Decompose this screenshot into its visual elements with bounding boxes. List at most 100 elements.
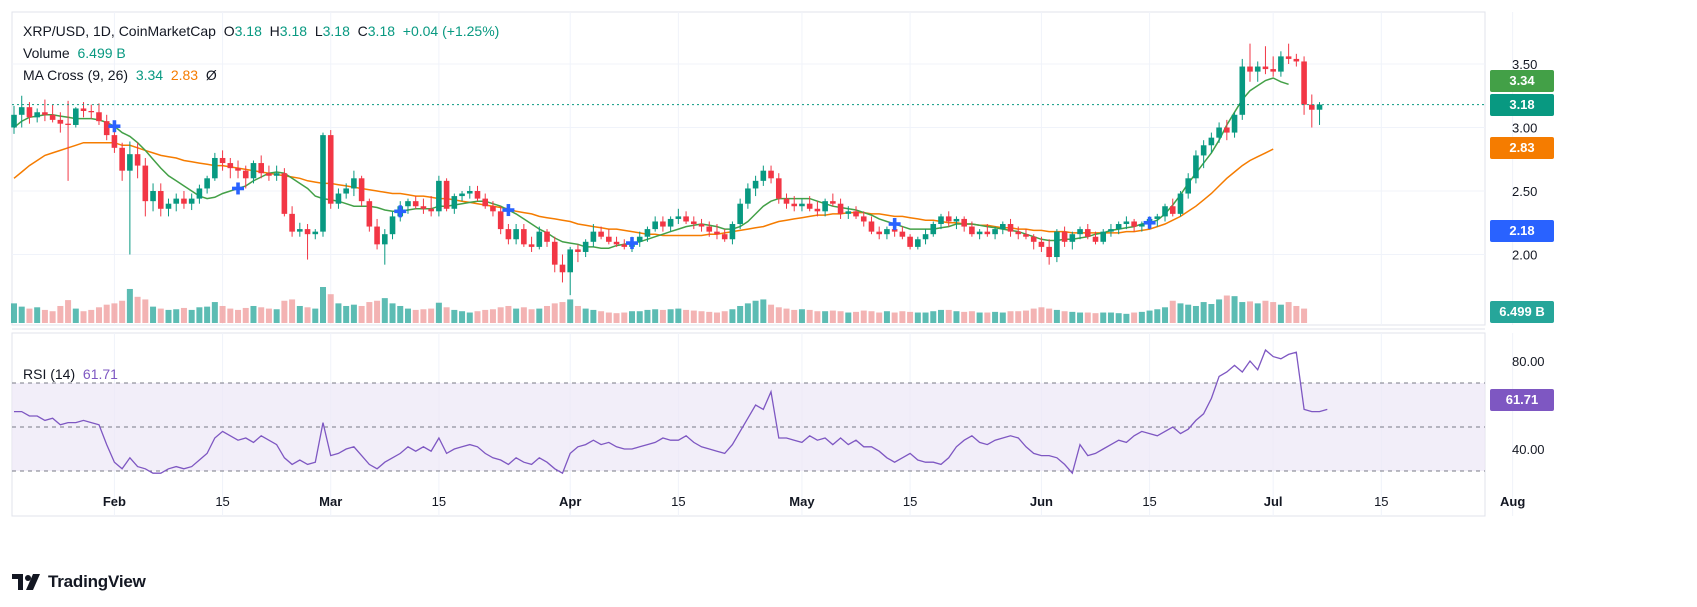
- volume-bar: [188, 309, 195, 323]
- volume-bar: [675, 308, 682, 323]
- tradingview-logo[interactable]: TradingView: [12, 572, 146, 592]
- candle-body: [938, 216, 944, 225]
- ma-cross-marker: [232, 182, 245, 195]
- volume-bar: [312, 308, 319, 323]
- candle: [1177, 191, 1184, 217]
- candle: [73, 107, 79, 128]
- candle-body: [760, 170, 767, 181]
- candle-body: [289, 213, 295, 232]
- volume-bar: [883, 311, 890, 323]
- volume-bar: [235, 309, 242, 323]
- candle-body: [1084, 229, 1091, 237]
- candle: [691, 216, 697, 230]
- candle-body: [266, 173, 272, 176]
- candle-body: [528, 244, 535, 247]
- time-tick-label: Jul: [1264, 494, 1283, 509]
- volume-bar: [1146, 310, 1153, 323]
- candle-body: [80, 108, 87, 111]
- volume-bar: [119, 300, 126, 323]
- volume-bar: [806, 309, 813, 323]
- volume-bar: [428, 308, 435, 323]
- candle-body: [103, 121, 110, 136]
- candle-body: [783, 198, 790, 204]
- candle-body: [1054, 231, 1060, 258]
- candle-body: [1108, 229, 1114, 232]
- candle-body: [65, 123, 71, 125]
- candle-body: [281, 173, 288, 214]
- candle-body: [1061, 231, 1068, 242]
- candle: [1023, 229, 1029, 240]
- candle-body: [26, 107, 33, 118]
- candle-body: [1293, 58, 1300, 62]
- candle-body: [582, 241, 589, 252]
- volume-bar: [822, 311, 829, 323]
- candle-body: [1115, 224, 1122, 230]
- candle: [660, 216, 666, 232]
- volume-bar: [1154, 309, 1161, 323]
- candle: [1115, 221, 1122, 235]
- volume-bar: [968, 311, 975, 323]
- volume-bar: [273, 309, 280, 323]
- candle: [1084, 224, 1091, 240]
- candle: [1000, 221, 1006, 235]
- volume-bar: [659, 309, 666, 323]
- candle-body: [1278, 56, 1284, 72]
- candle: [11, 105, 17, 134]
- volume-bar: [891, 312, 898, 323]
- candle-body: [382, 234, 388, 245]
- time-tick-label: 15: [1142, 494, 1156, 509]
- ma-legend: MA Cross (9, 26) 3.34 2.83 Ø: [23, 66, 217, 84]
- volume-bar: [938, 309, 944, 323]
- candle: [799, 198, 805, 212]
- candle: [165, 198, 172, 217]
- candle: [242, 165, 249, 189]
- candle: [845, 206, 852, 219]
- volume-bar: [582, 308, 589, 323]
- candle: [737, 198, 743, 230]
- volume-bar: [706, 311, 713, 323]
- candle-body: [157, 191, 164, 209]
- volume-bar: [1192, 305, 1199, 323]
- price-tick-label: 3.00: [1512, 121, 1537, 136]
- candle: [876, 226, 882, 240]
- candle: [775, 173, 782, 204]
- ma-slow-line: [13, 141, 1274, 237]
- candle: [297, 222, 303, 237]
- volume-bar: [536, 308, 543, 323]
- candle: [273, 165, 280, 181]
- candle: [513, 224, 519, 245]
- volume-bar: [103, 304, 110, 323]
- volume-bar: [984, 312, 991, 323]
- volume-bar: [505, 305, 512, 323]
- volume-bar: [150, 306, 157, 323]
- volume-bar: [590, 309, 597, 323]
- volume-bar: [1169, 300, 1176, 323]
- volume-bar: [258, 307, 265, 323]
- candle-body: [830, 201, 836, 204]
- candle-body: [868, 221, 875, 232]
- candle-body: [1262, 66, 1269, 70]
- candle: [752, 175, 759, 197]
- candle: [312, 229, 319, 240]
- volume-bar: [868, 311, 875, 323]
- candle: [34, 108, 40, 123]
- candle-body: [575, 249, 581, 252]
- candle: [219, 150, 226, 171]
- candle: [1123, 216, 1130, 230]
- candle-body: [219, 157, 226, 164]
- volume-bar: [713, 312, 720, 323]
- volume-bar: [1185, 304, 1192, 323]
- candle-body: [853, 211, 859, 217]
- volume-bar: [474, 311, 481, 323]
- time-tick-label: Aug: [1500, 494, 1525, 509]
- volume-bar: [690, 310, 697, 323]
- candle-body: [698, 224, 705, 227]
- candle-body: [590, 231, 597, 242]
- volume-bar: [1301, 308, 1308, 323]
- volume-bar: [1084, 312, 1091, 323]
- candle-body: [482, 198, 489, 207]
- volume-bar: [489, 309, 496, 323]
- volume-bar: [227, 308, 234, 323]
- candle-body: [1030, 236, 1037, 242]
